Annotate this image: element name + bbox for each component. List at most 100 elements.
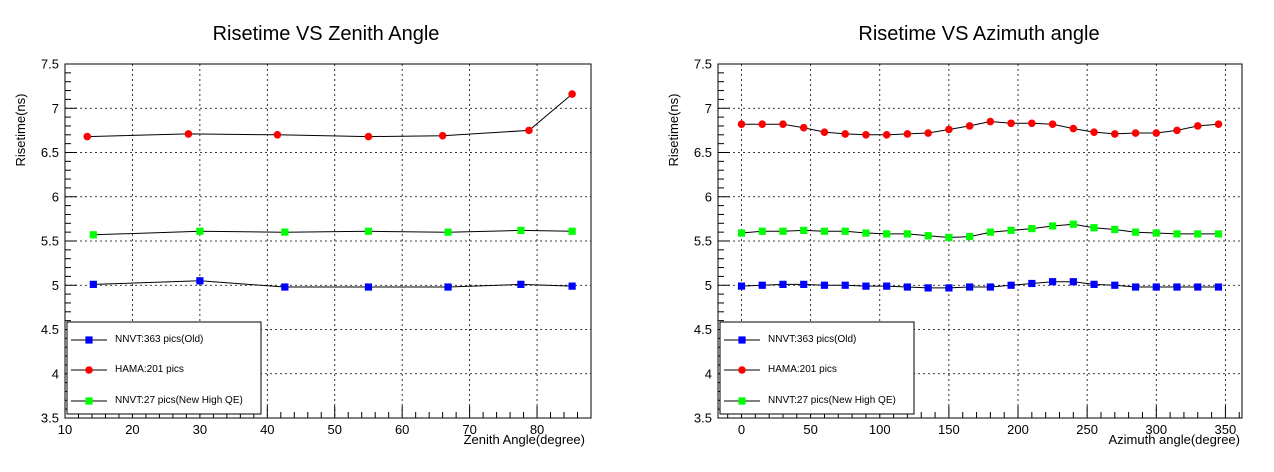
data-point-nnvt-old bbox=[1090, 280, 1098, 288]
y-tick-label: 3.5 bbox=[694, 411, 712, 426]
y-tick-label: 7 bbox=[52, 101, 59, 116]
data-point-nnvt-new bbox=[758, 227, 766, 235]
y-tick-label: 6.5 bbox=[694, 145, 712, 160]
data-point-hama bbox=[1048, 120, 1057, 128]
x-tick-label: 200 bbox=[1007, 422, 1029, 437]
data-point-hama bbox=[1214, 120, 1223, 128]
data-point-hama bbox=[438, 131, 447, 140]
data-point-nnvt-new bbox=[779, 227, 787, 235]
x-tick-label: 150 bbox=[938, 422, 960, 437]
y-tick-label: 7.5 bbox=[41, 57, 59, 72]
data-point-nnvt-new bbox=[1214, 230, 1223, 238]
y-tick-label: 5.5 bbox=[41, 234, 59, 249]
data-point-nnvt-old bbox=[1007, 281, 1015, 289]
data-point-hama bbox=[1131, 129, 1140, 137]
data-point-nnvt-old bbox=[1173, 283, 1181, 291]
y-tick-label: 7.5 bbox=[694, 57, 712, 72]
chart-zenith: Risetime VS Zenith Angle 3.5 4 4.5 5 5.5 6 6.5… bbox=[13, 23, 592, 447]
data-point-hama bbox=[1069, 124, 1078, 133]
data-point-nnvt-new bbox=[1007, 226, 1015, 234]
x-axis-label: Zenith Angle(degree) bbox=[464, 432, 585, 447]
data-point-nnvt-new bbox=[737, 229, 746, 237]
data-point-nnvt-new bbox=[1028, 225, 1036, 233]
data-point-nnvt-new bbox=[281, 228, 289, 236]
legend-marker-nnvt-new bbox=[85, 397, 93, 405]
data-point-hama bbox=[986, 117, 995, 126]
legend-box bbox=[66, 321, 262, 415]
x-tick-label: 0 bbox=[738, 422, 745, 437]
y-tick-label: 4.5 bbox=[694, 322, 712, 337]
data-point-hama bbox=[820, 128, 829, 136]
data-point-nnvt-new bbox=[1131, 228, 1140, 236]
chart-title: Risetime VS Azimuth angle bbox=[858, 23, 1099, 45]
data-point-hama bbox=[1193, 122, 1202, 130]
x-tick-label: 30 bbox=[193, 422, 207, 437]
data-point-nnvt-new bbox=[1194, 230, 1202, 238]
legend-label-hama: HAMA:201 pics bbox=[115, 364, 184, 375]
data-point-hama bbox=[758, 120, 767, 128]
data-point-hama bbox=[568, 90, 576, 98]
x-tick-label: 10 bbox=[58, 422, 72, 437]
data-point-hama bbox=[945, 125, 953, 134]
x-tick-label: 50 bbox=[803, 422, 817, 437]
y-tick-label: 7 bbox=[705, 101, 712, 116]
x-tick-label: 350 bbox=[1215, 422, 1237, 437]
data-point-nnvt-old bbox=[779, 280, 787, 288]
legend-label-nnvt-new: NNVT:27 pics(New High QE) bbox=[768, 395, 896, 406]
data-point-hama bbox=[1152, 129, 1161, 137]
data-point-nnvt-old bbox=[1131, 283, 1140, 291]
data-point-hama bbox=[1173, 126, 1181, 135]
data-point-nnvt-old bbox=[820, 281, 829, 289]
data-point-nnvt-new bbox=[903, 230, 912, 238]
data-point-hama bbox=[1028, 119, 1036, 128]
legend-label-hama: HAMA:201 pics bbox=[768, 364, 837, 375]
data-point-nnvt-new bbox=[89, 231, 97, 239]
y-tick-label: 5.5 bbox=[694, 234, 712, 249]
legend-label-nnvt-new: NNVT:27 pics(New High QE) bbox=[115, 395, 243, 406]
data-point-nnvt-old bbox=[444, 283, 452, 291]
data-point-hama bbox=[779, 120, 787, 128]
data-point-hama bbox=[83, 132, 92, 141]
x-tick-label: 300 bbox=[1145, 422, 1167, 437]
data-point-hama bbox=[965, 122, 974, 130]
x-tick-label: 50 bbox=[328, 422, 342, 437]
legend: NNVT:363 pics(Old) HAMA:201 pics NNVT:27… bbox=[719, 321, 915, 415]
x-tick-label: 80 bbox=[530, 422, 544, 437]
data-point-nnvt-old bbox=[517, 280, 525, 288]
data-point-nnvt-old bbox=[1111, 281, 1119, 289]
y-axis-label: Risetime(ns) bbox=[666, 94, 681, 167]
y-tick-label: 6 bbox=[705, 189, 712, 204]
y-tick-label: 3.5 bbox=[41, 411, 59, 426]
x-tick-label: 70 bbox=[462, 422, 476, 437]
data-point-hama bbox=[841, 130, 849, 138]
legend-marker-hama bbox=[738, 366, 746, 374]
data-point-nnvt-new bbox=[800, 226, 808, 234]
data-point-nnvt-old bbox=[862, 282, 870, 290]
legend-box bbox=[719, 321, 915, 415]
data-point-nnvt-new bbox=[1090, 224, 1098, 232]
data-point-hama bbox=[1111, 130, 1119, 138]
legend-label-nnvt-old: NNVT:363 pics(Old) bbox=[115, 334, 203, 345]
chart-azimuth: Risetime VS Azimuth angle 3.5 4 4.5 5 5.5 6 6.… bbox=[666, 23, 1243, 447]
y-tick-label: 4 bbox=[705, 366, 712, 381]
data-point-hama bbox=[862, 131, 870, 139]
data-point-nnvt-new bbox=[1048, 222, 1057, 230]
data-point-nnvt-new bbox=[883, 230, 891, 238]
data-point-nnvt-new bbox=[841, 227, 849, 235]
data-point-nnvt-new bbox=[986, 228, 994, 236]
x-axis-label: Azimuth angle(degree) bbox=[1108, 432, 1240, 447]
data-point-nnvt-new bbox=[966, 232, 974, 241]
legend-label-nnvt-old: NNVT:363 pics(Old) bbox=[768, 334, 856, 345]
data-point-nnvt-old bbox=[89, 280, 97, 288]
x-tick-label: 250 bbox=[1076, 422, 1098, 437]
data-point-nnvt-old bbox=[841, 281, 849, 289]
data-point-nnvt-old bbox=[1069, 278, 1077, 286]
data-point-nnvt-new bbox=[364, 227, 373, 235]
data-point-nnvt-new bbox=[945, 233, 953, 242]
data-point-hama bbox=[924, 129, 932, 137]
data-point-nnvt-old bbox=[1194, 283, 1202, 291]
data-point-nnvt-old bbox=[883, 282, 891, 290]
data-point-hama bbox=[525, 126, 533, 135]
data-point-hama bbox=[184, 130, 193, 138]
data-point-nnvt-new bbox=[820, 227, 829, 235]
